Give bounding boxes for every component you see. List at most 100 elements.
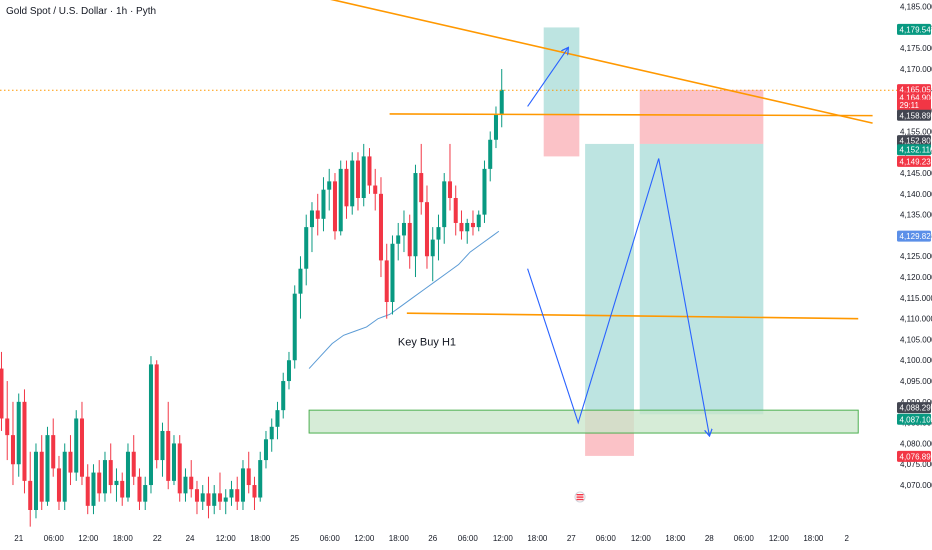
candle-body: [33, 451, 38, 510]
candle-body: [476, 214, 481, 228]
candle: [436, 214, 441, 261]
candle: [246, 451, 251, 494]
candle-body: [258, 460, 263, 498]
candle-body: [45, 435, 50, 502]
candle: [33, 443, 38, 519]
candle: [16, 393, 21, 477]
candle: [459, 210, 464, 240]
candle-body: [361, 156, 366, 198]
price-tag-label: 4,179.549: [900, 25, 932, 34]
candle-body: [332, 181, 337, 232]
candle-body: [309, 210, 314, 228]
candle: [499, 69, 504, 128]
neckline-resistance-trendline[interactable]: [389, 113, 873, 117]
candle-body: [378, 193, 383, 261]
y-tick-label: 4,100.000: [900, 356, 932, 365]
price-tag-label: 4,088.299: [900, 404, 932, 413]
y-tick-label: 4,125.000: [900, 252, 932, 261]
candle-body: [68, 451, 73, 473]
candle-body: [22, 401, 27, 481]
candle: [447, 143, 452, 211]
x-tick-label: 18:00: [665, 534, 686, 543]
candle-body: [442, 181, 447, 228]
candle-body: [355, 160, 360, 198]
candle: [465, 218, 470, 244]
price-tag-label: 4,164.904: [900, 94, 932, 103]
candle: [177, 435, 182, 502]
candle-body: [430, 239, 435, 257]
candle: [407, 214, 412, 269]
candle-body: [125, 451, 130, 498]
flag-stripe: [576, 498, 584, 501]
candle: [292, 285, 297, 369]
candle-body: [390, 243, 395, 302]
candle-body: [97, 472, 102, 494]
price-tag-bg: [897, 144, 931, 156]
candle: [309, 202, 314, 253]
candle: [28, 451, 33, 527]
candle: [223, 489, 228, 515]
candle-body: [465, 222, 470, 232]
candle-body: [413, 173, 418, 257]
candle: [51, 418, 56, 477]
candle: [97, 460, 102, 502]
candle-body: [344, 168, 349, 207]
candle-body: [419, 173, 424, 203]
candle: [298, 256, 303, 319]
candle-body: [401, 222, 406, 236]
us-flag-icon: [574, 491, 586, 503]
candle: [401, 210, 406, 253]
candle-body: [223, 497, 228, 502]
candle-body: [315, 210, 320, 219]
candle: [315, 193, 320, 236]
candle-body: [246, 468, 251, 486]
candle-body: [373, 185, 378, 194]
price-tag: 4,179.549: [897, 23, 932, 35]
candle: [235, 476, 240, 510]
price-tag-bg: [897, 99, 931, 111]
y-tick-label: 4,095.000: [900, 377, 932, 386]
x-tick-label: 21: [14, 534, 23, 543]
candle-body: [304, 227, 309, 269]
candle-body: [499, 89, 504, 115]
moving-average-line: [308, 230, 500, 369]
y-tick-label: 4,145.000: [900, 169, 932, 178]
candle: [114, 468, 119, 502]
candle-body: [252, 485, 257, 498]
candle-body: [436, 227, 441, 240]
price-tag: 4,087.108: [897, 413, 932, 425]
candle-body: [137, 476, 142, 502]
flag-stripe: [576, 496, 584, 498]
y-tick-label: 4,120.000: [900, 273, 932, 282]
price-tag: 4,158.891: [897, 109, 932, 121]
y-tick-label: 4,075.000: [900, 460, 932, 469]
candle-body: [10, 435, 15, 465]
x-tick-label: 18:00: [527, 534, 548, 543]
candle: [125, 443, 130, 502]
candle: [148, 356, 153, 494]
candle-body: [327, 181, 332, 190]
candle: [0, 351, 4, 431]
descending-resistance-trendline[interactable]: [272, 0, 873, 124]
y-tick-label: 4,135.000: [900, 211, 932, 220]
candle-body: [453, 198, 458, 223]
candle: [200, 485, 205, 510]
candle-body: [229, 489, 234, 498]
candle: [39, 435, 44, 510]
candle-body: [240, 468, 245, 502]
mid-target-zone: [585, 143, 634, 411]
price-tag-bg: [897, 135, 931, 147]
candle-body: [470, 222, 475, 228]
price-tag-label: 4,149.232: [900, 157, 932, 166]
x-tick-label: 18:00: [250, 534, 271, 543]
candle: [263, 430, 268, 469]
key-buy-support-trendline[interactable]: [406, 312, 859, 320]
price-tag: 29:11: [897, 99, 931, 111]
candle-body: [189, 476, 194, 490]
candle: [171, 435, 176, 486]
candle: [108, 443, 113, 494]
candle: [166, 401, 171, 490]
candle-body: [85, 476, 90, 506]
candle-body: [91, 472, 96, 506]
